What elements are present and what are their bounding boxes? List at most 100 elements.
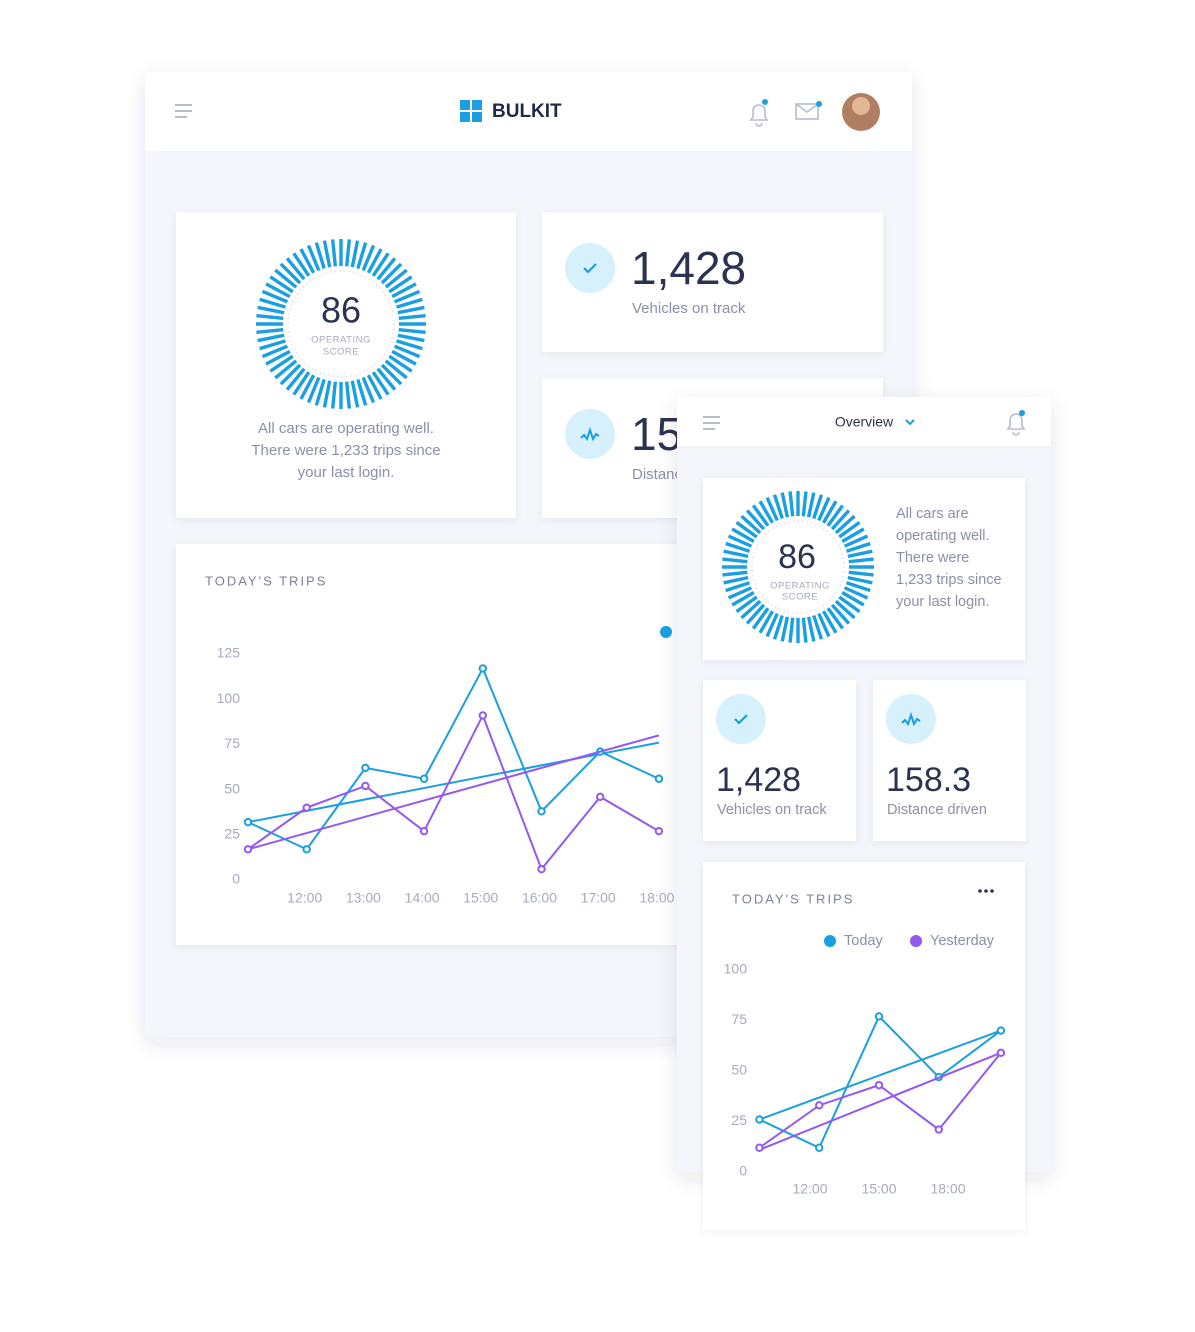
data-point — [419, 774, 429, 783]
y-tick-label: 50 — [224, 780, 240, 796]
x-tick-label: 14:00 — [405, 890, 440, 906]
ring-tick — [758, 610, 774, 634]
menu-icon[interactable] — [703, 416, 720, 430]
score-value: 86 — [321, 290, 361, 331]
ring-tick — [356, 379, 368, 406]
more-menu[interactable] — [978, 889, 994, 893]
ring-tick — [725, 581, 751, 593]
y-tick-label: 25 — [731, 1112, 747, 1128]
ring-tick — [396, 339, 423, 351]
pulse-mark — [901, 711, 921, 727]
ring-tick — [356, 242, 368, 269]
ring-tick — [256, 327, 284, 335]
x-tick-label: 17:00 — [581, 890, 616, 906]
ring-tick — [727, 534, 753, 548]
ring-tick — [765, 612, 779, 638]
ring-tick — [257, 333, 285, 343]
ring-tick — [397, 333, 425, 343]
score-message: operating well. — [896, 528, 990, 544]
ring-tick — [388, 275, 413, 294]
ring-tick — [398, 327, 426, 335]
chevron[interactable] — [905, 419, 915, 426]
trips-chart: 0 25 50 75 100 12:00 15:00 18:00 Today Yesterday — [724, 933, 1006, 1197]
ring-tick — [366, 248, 383, 274]
score-label: SCORE — [782, 592, 818, 603]
ring-tick — [822, 500, 838, 524]
ring-inner — [287, 270, 395, 378]
brand: BULKIT — [492, 101, 562, 122]
ring-tick — [772, 614, 784, 640]
y-tick-label: 0 — [232, 871, 240, 887]
ring-tick — [788, 491, 795, 517]
chart-card — [703, 862, 1025, 1230]
ring-tick — [758, 500, 774, 524]
ring-tick — [765, 496, 779, 522]
data-point — [361, 781, 370, 791]
data-point — [874, 1012, 884, 1021]
data-point — [243, 817, 253, 827]
score-ring — [722, 491, 874, 643]
ring-tick — [723, 575, 749, 585]
ring-tick — [812, 494, 824, 520]
ring-tick — [371, 252, 390, 277]
ring-tick — [376, 257, 397, 281]
data-point — [361, 763, 370, 773]
ring-tick — [259, 339, 286, 351]
ring-tick — [299, 248, 316, 274]
ring-tick — [393, 344, 421, 359]
ring-tick — [731, 527, 755, 543]
ring-tick — [322, 240, 332, 268]
x-tick-label: 16:00 — [522, 890, 557, 906]
data-point — [874, 1080, 884, 1090]
view-selector[interactable]: Overview — [835, 414, 894, 430]
data-point — [478, 711, 487, 720]
ring-tick — [265, 349, 291, 366]
ring-tick — [314, 379, 326, 406]
ring-tick — [361, 376, 376, 404]
data-point — [996, 1048, 1006, 1058]
ring-tick — [843, 586, 869, 600]
ring-tick — [740, 599, 762, 620]
ring-tick — [722, 570, 748, 577]
check-icon — [565, 243, 615, 293]
score-card — [703, 478, 1025, 660]
data-point — [419, 826, 429, 836]
ring-tick — [256, 313, 284, 321]
ring-tick — [806, 492, 816, 518]
x-tick-label: 13:00 — [346, 890, 381, 906]
ring-tick — [817, 496, 831, 522]
ring-tick — [725, 541, 751, 553]
menu-icon[interactable] — [175, 104, 192, 118]
logo-icon — [460, 100, 482, 122]
ring-tick — [330, 381, 338, 409]
check-mark — [734, 714, 748, 725]
ring-tick — [274, 268, 298, 289]
ring-tick — [812, 614, 824, 640]
bell-icon[interactable] — [749, 104, 769, 127]
bell-icon[interactable] — [1006, 413, 1026, 436]
y-tick-label: 25 — [224, 826, 240, 842]
score-value: 86 — [778, 538, 816, 576]
ring-tick — [380, 262, 403, 285]
chart-title: TODAY'S TRIPS — [732, 891, 854, 906]
ring-tick — [838, 520, 861, 539]
y-tick-label: 75 — [731, 1011, 747, 1027]
ring-tick — [834, 514, 856, 535]
ring-tick — [384, 268, 408, 289]
ring-tick — [299, 374, 316, 400]
x-tick-label: 12:00 — [792, 1181, 827, 1197]
avatar-face — [852, 97, 870, 115]
ring-tick — [388, 354, 413, 373]
ring-tick — [269, 354, 294, 373]
legend-marker — [660, 626, 672, 638]
ring-tick — [292, 252, 311, 277]
ring-tick — [826, 607, 845, 630]
mail-icon[interactable] — [795, 103, 819, 120]
stat-label: Vehicles on track — [717, 802, 827, 818]
ring-tick — [848, 570, 874, 577]
data-point — [654, 774, 664, 783]
score-message: your last login. — [298, 464, 395, 481]
data-point — [478, 664, 487, 673]
data-point — [654, 826, 664, 836]
ring-tick — [350, 380, 360, 408]
